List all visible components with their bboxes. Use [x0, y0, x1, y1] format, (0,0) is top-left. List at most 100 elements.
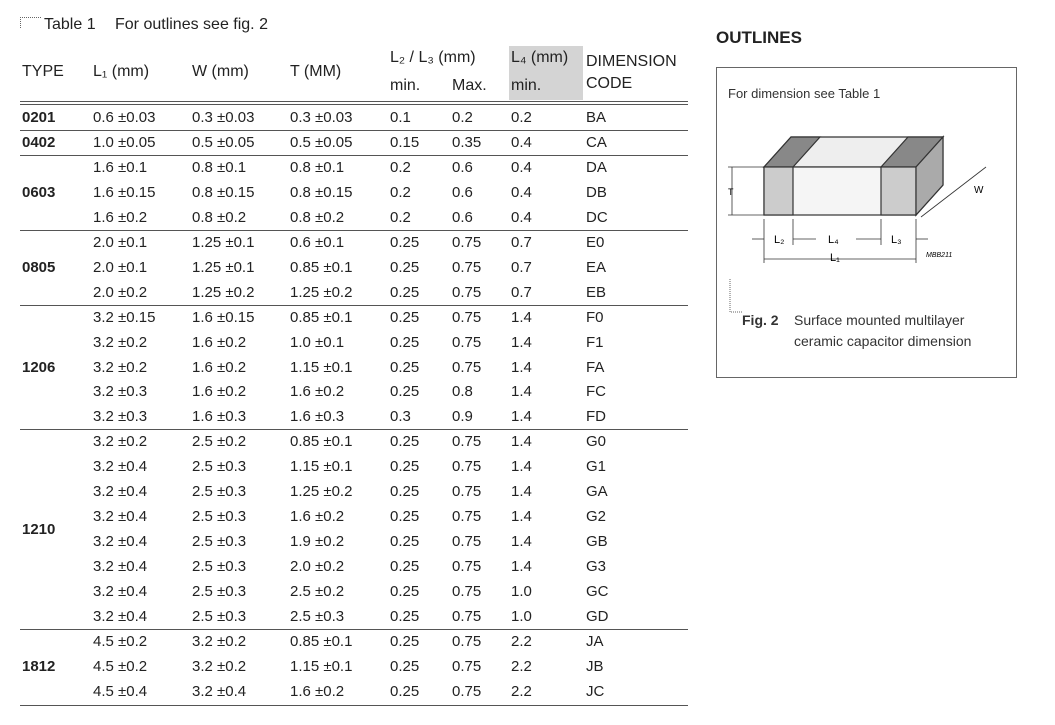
cell: 0.15 — [390, 134, 420, 151]
cell: 2.5 ±0.3 — [192, 508, 247, 525]
cell: 1.0 — [511, 608, 532, 625]
cell: 0.25 — [390, 458, 420, 475]
header: min. — [390, 77, 421, 94]
cell: 1.6 ±0.3 — [290, 408, 345, 425]
cell: JA — [586, 633, 604, 650]
cell: 0.7 — [511, 284, 532, 301]
cell: 1.6 ±0.2 — [192, 334, 247, 351]
figure-frame — [716, 67, 1017, 378]
group-rule — [20, 230, 688, 231]
cell: 1.4 — [511, 533, 532, 550]
header: min. — [511, 77, 542, 94]
cell: 4.5 ±0.2 — [93, 633, 148, 650]
ref-code: MBB211 — [926, 252, 952, 259]
cell: 0.25 — [390, 359, 420, 376]
cell: GC — [586, 583, 609, 600]
cell: DC — [586, 209, 608, 226]
group-rule — [20, 155, 688, 156]
cell: 2.5 ±0.2 — [192, 433, 247, 450]
cell: F1 — [586, 334, 604, 351]
cell: 0.6 — [452, 184, 473, 201]
cell: 0.75 — [452, 508, 482, 525]
cell: 0.25 — [390, 658, 420, 675]
cell: 1.4 — [511, 383, 532, 400]
cell: 0.2 — [390, 159, 411, 176]
table-caption: For outlines see fig. 2 — [115, 16, 268, 33]
cell: E0 — [586, 234, 605, 251]
cell: 2.0 ±0.2 — [290, 558, 345, 575]
cell: 0.6 — [452, 209, 473, 226]
cell: FA — [586, 359, 605, 376]
cell: 1.6 ±0.2 — [290, 683, 345, 700]
cell: 0.75 — [452, 309, 482, 326]
cell: 3.2 ±0.2 — [192, 658, 247, 675]
cell: 4.5 ±0.2 — [93, 658, 148, 675]
dim-label: W — [974, 185, 984, 196]
cell: 0.25 — [390, 533, 420, 550]
cell: 0.25 — [390, 234, 420, 251]
cell: 2.5 ±0.3 — [192, 458, 247, 475]
cell: 0.85 ±0.1 — [290, 433, 353, 450]
cell: 0.4 — [511, 184, 532, 201]
cell: 0.75 — [452, 284, 482, 301]
cell: 1.6 ±0.2 — [192, 359, 247, 376]
cell: 0.25 — [390, 433, 420, 450]
cell: 1.4 — [511, 483, 532, 500]
header: W (mm) — [192, 63, 249, 80]
cell: 0.25 — [390, 558, 420, 575]
cell: 1.4 — [511, 433, 532, 450]
cell: 0.75 — [452, 533, 482, 550]
cell: 0.75 — [452, 483, 482, 500]
cell: 0.35 — [452, 134, 482, 151]
cell: 0.25 — [390, 284, 420, 301]
cell: 2.0 ±0.2 — [93, 284, 148, 301]
cell: 0.75 — [452, 583, 482, 600]
figure-note: For dimension see Table 1 — [728, 86, 880, 101]
cell: 1.15 ±0.1 — [290, 359, 353, 376]
cell: 3.2 ±0.4 — [93, 533, 148, 550]
cell: 1.4 — [511, 309, 532, 326]
type-cell: 0201 — [22, 109, 56, 126]
cell: 1.4 — [511, 359, 532, 376]
cell: 2.2 — [511, 658, 532, 675]
cell: 2.5 ±0.3 — [192, 533, 247, 550]
cell: 0.1 — [390, 109, 411, 126]
cell: 0.7 — [511, 234, 532, 251]
cell: 3.2 ±0.4 — [93, 458, 148, 475]
cell: 1.4 — [511, 408, 532, 425]
cell: 0.8 — [452, 383, 473, 400]
cell: 0.25 — [390, 508, 420, 525]
group-rule — [20, 130, 688, 131]
cell: F0 — [586, 309, 604, 326]
cell: 1.15 ±0.1 — [290, 658, 353, 675]
dim-label: L₃ — [891, 234, 902, 246]
cell: 0.25 — [390, 383, 420, 400]
outlines-title: OUTLINES — [716, 28, 802, 47]
caption-bracket — [20, 17, 41, 28]
cell: 1.6 ±0.2 — [93, 209, 148, 226]
header: T (MM) — [290, 63, 342, 80]
cell: JB — [586, 658, 604, 675]
cell: EA — [586, 259, 607, 276]
header: TYPE — [22, 63, 64, 80]
cell: 3.2 ±0.2 — [93, 433, 148, 450]
cell: 1.25 ±0.2 — [290, 284, 353, 301]
cell: 0.75 — [452, 334, 482, 351]
cell: 0.8 ±0.15 — [290, 184, 353, 201]
cell: 0.6 ±0.03 — [93, 109, 156, 126]
group-rule — [20, 629, 688, 630]
cell: 3.2 ±0.4 — [93, 608, 148, 625]
cell: 1.6 ±0.1 — [93, 159, 148, 176]
cell: G0 — [586, 433, 607, 450]
group-rule — [20, 305, 688, 306]
cell: 0.4 — [511, 134, 532, 151]
cell: 0.25 — [390, 683, 420, 700]
cell: 0.2 — [390, 209, 411, 226]
cell: 0.75 — [452, 558, 482, 575]
cell: 2.5 ±0.2 — [290, 583, 345, 600]
cell: 1.6 ±0.2 — [192, 383, 247, 400]
fig-label: Fig. 2 — [742, 312, 779, 328]
cell: 2.5 ±0.3 — [192, 558, 247, 575]
type-cell: 0805 — [22, 259, 56, 276]
cell: 1.4 — [511, 334, 532, 351]
